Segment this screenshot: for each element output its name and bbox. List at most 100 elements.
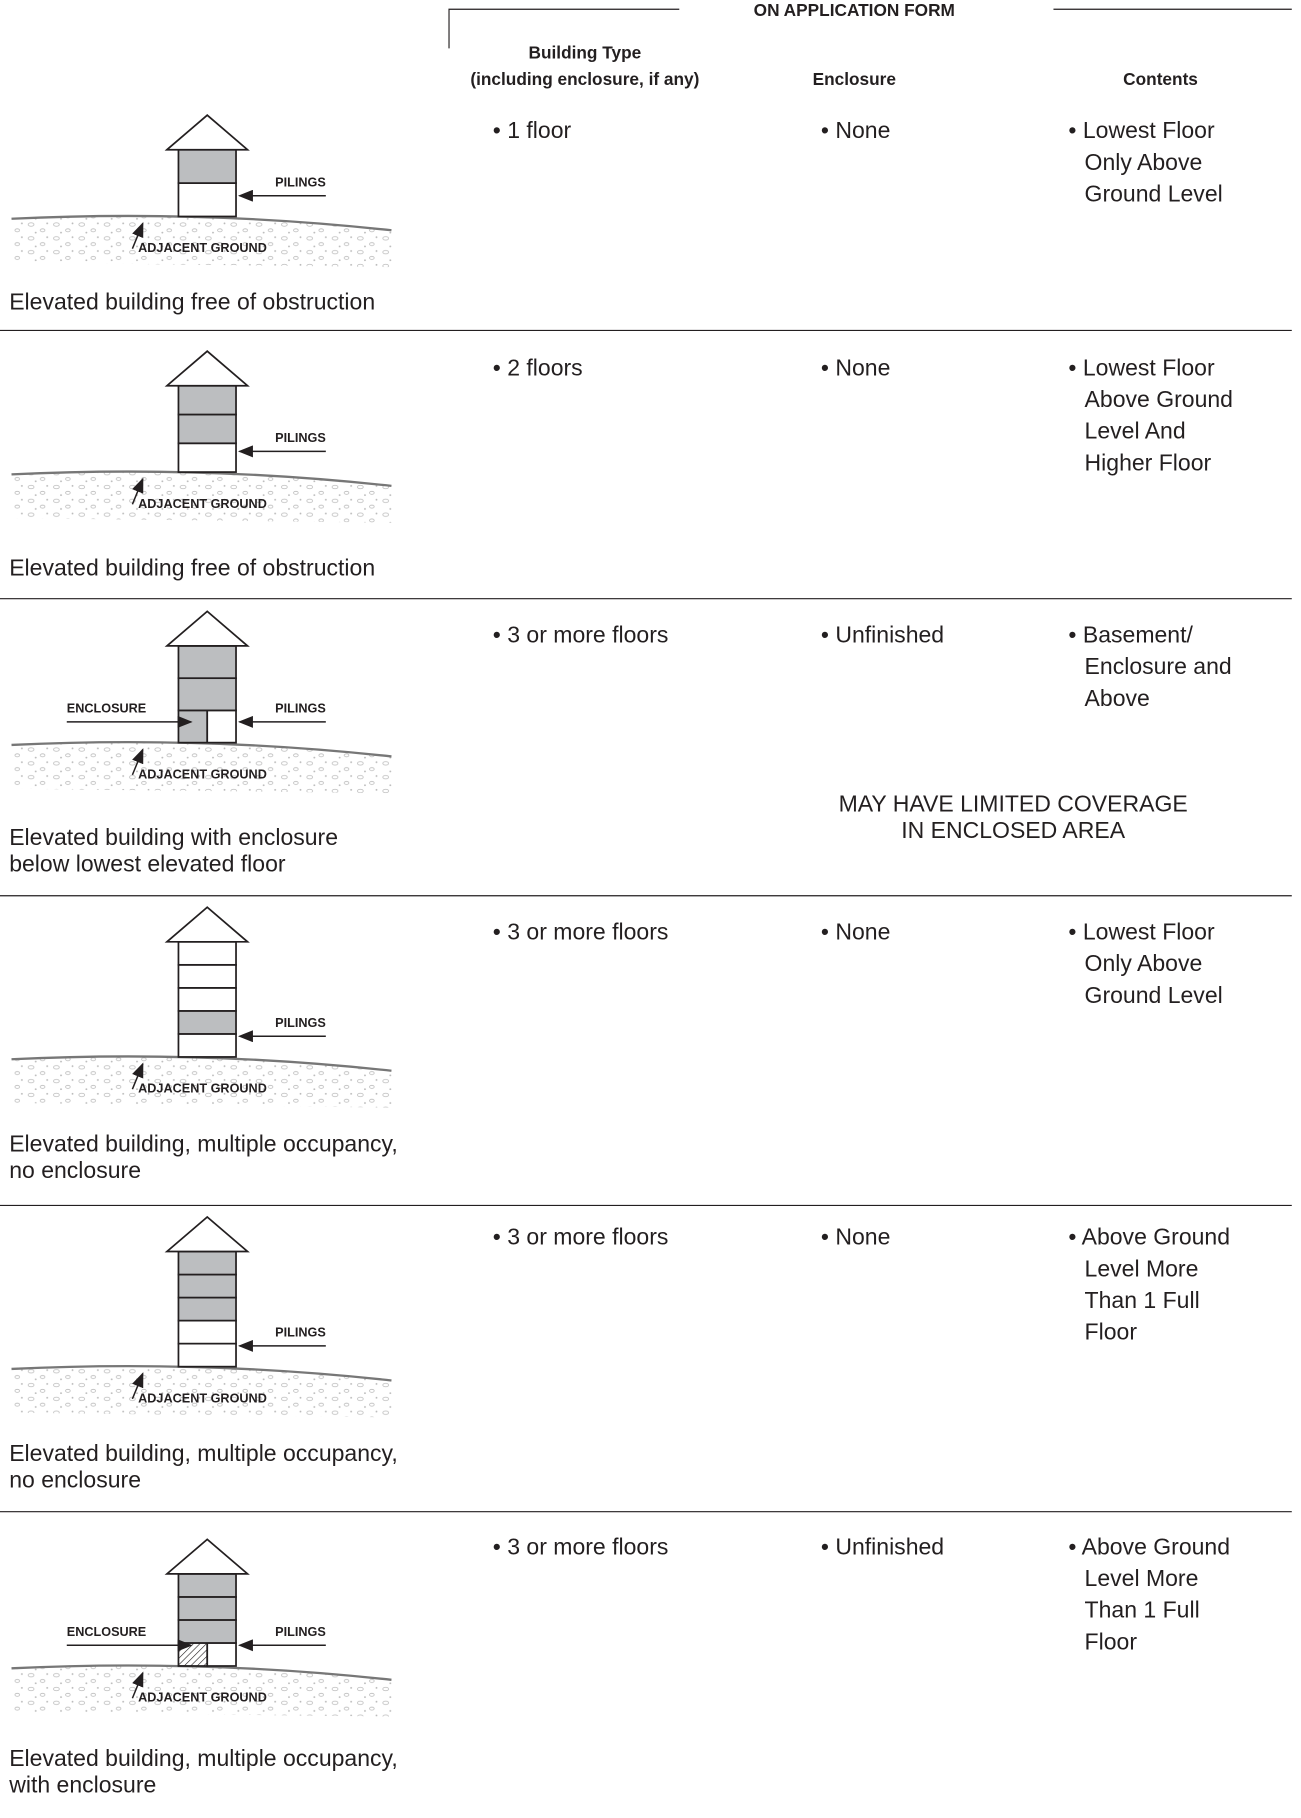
contents: Only Above xyxy=(1085,950,1203,976)
floor xyxy=(177,645,237,680)
floor xyxy=(177,182,237,218)
caption: Elevated building free of obstruction xyxy=(9,555,375,581)
enclosure-part xyxy=(177,1642,209,1667)
enclosure: • None xyxy=(821,919,890,945)
roof xyxy=(164,610,250,647)
contents: Above Ground xyxy=(1085,386,1233,412)
arrow xyxy=(131,477,144,505)
diagram-label: PILINGS xyxy=(275,1625,326,1639)
diagram-label: PILINGS xyxy=(275,176,326,190)
diagram-label: ADJACENT GROUND xyxy=(138,1082,267,1096)
column-header: Building Type xyxy=(528,43,641,63)
floor xyxy=(206,1642,237,1667)
contents: • Above Ground xyxy=(1068,1224,1230,1250)
contents: Ground Level xyxy=(1085,982,1223,1008)
floor xyxy=(177,987,237,1012)
column-header: (including enclosure, if any) xyxy=(470,69,699,89)
contents: Above xyxy=(1085,685,1150,711)
building-type: • 1 floor xyxy=(493,117,572,143)
floor xyxy=(177,1319,237,1345)
arrow xyxy=(131,748,144,776)
floor xyxy=(177,963,237,989)
floor xyxy=(177,1250,237,1276)
floor xyxy=(177,413,237,445)
diagram-label: PILINGS xyxy=(275,702,326,716)
contents: Higher Floor xyxy=(1085,449,1212,475)
caption: Elevated building, multiple occupancy, xyxy=(9,1745,398,1771)
contents: Level More xyxy=(1085,1565,1199,1591)
arrow xyxy=(131,1372,144,1400)
header-bracket xyxy=(448,8,1292,49)
caption: below lowest elevated floor xyxy=(9,851,286,877)
diagram-label: ADJACENT GROUND xyxy=(138,1691,267,1705)
contents: • Above Ground xyxy=(1068,1533,1230,1559)
contents: • Lowest Floor xyxy=(1068,117,1215,143)
roof xyxy=(164,906,250,943)
floor xyxy=(177,148,237,184)
diagram-label: ENCLOSURE xyxy=(67,1625,146,1639)
floor xyxy=(177,1010,237,1035)
enclosure: • Unfinished xyxy=(821,621,944,647)
note: IN ENCLOSED AREA xyxy=(901,817,1125,843)
caption: Elevated building, multiple occupancy, xyxy=(9,1440,398,1466)
enclosure-part xyxy=(177,709,209,744)
ground xyxy=(11,1665,392,1717)
caption: Elevated building, multiple occupancy, xyxy=(9,1130,398,1156)
caption: no enclosure xyxy=(9,1467,141,1493)
header-title: ON APPLICATION FORM xyxy=(754,0,955,20)
diagram-label: PILINGS xyxy=(275,1326,326,1340)
contents: • Lowest Floor xyxy=(1068,354,1215,380)
contents: Enclosure and xyxy=(1085,653,1232,679)
diagram-label: ADJACENT GROUND xyxy=(138,767,267,781)
floor xyxy=(177,1619,237,1644)
enclosure: • None xyxy=(821,1224,890,1250)
roof xyxy=(164,350,250,387)
contents: Only Above xyxy=(1085,149,1203,175)
floor xyxy=(177,940,237,966)
contents: Floor xyxy=(1085,1628,1138,1654)
arrow xyxy=(131,1671,144,1699)
floor xyxy=(177,1273,237,1299)
floor xyxy=(177,384,237,416)
diagram-label: PILINGS xyxy=(275,431,326,445)
note: MAY HAVE LIMITED COVERAGE xyxy=(839,791,1188,817)
building-type: • 3 or more floors xyxy=(493,919,669,945)
caption: Elevated building free of obstruction xyxy=(9,289,375,315)
diagram-label: ADJACENT GROUND xyxy=(138,1391,267,1405)
ground xyxy=(11,471,392,523)
contents: • Lowest Floor xyxy=(1068,919,1215,945)
floor xyxy=(206,709,237,744)
enclosure: • None xyxy=(821,354,890,380)
diagram-label: ENCLOSURE xyxy=(67,702,146,716)
ground xyxy=(11,215,392,268)
contents: Ground Level xyxy=(1085,181,1223,207)
diagram-label: PILINGS xyxy=(275,1016,326,1030)
floor xyxy=(177,1573,237,1598)
ground xyxy=(11,1056,392,1108)
column-header: Enclosure xyxy=(813,69,896,89)
caption: with enclosure xyxy=(8,1772,156,1798)
building-type: • 3 or more floors xyxy=(493,621,669,647)
contents: Level And xyxy=(1085,418,1186,444)
floor xyxy=(177,1342,237,1368)
contents: Floor xyxy=(1085,1319,1138,1345)
roof xyxy=(164,1538,250,1575)
enclosure: • Unfinished xyxy=(821,1533,944,1559)
floor xyxy=(177,677,237,712)
building-type: • 3 or more floors xyxy=(493,1224,669,1250)
floor xyxy=(177,1033,237,1058)
arrow xyxy=(131,221,144,249)
column-header: Contents xyxy=(1123,69,1198,89)
ground xyxy=(11,742,392,794)
floor xyxy=(177,442,237,473)
arrow xyxy=(131,1062,144,1090)
diagram-label: ADJACENT GROUND xyxy=(138,241,267,255)
floor xyxy=(177,1596,237,1621)
caption: no enclosure xyxy=(9,1157,141,1183)
building-type: • 3 or more floors xyxy=(493,1533,669,1559)
contents: • Basement/ xyxy=(1068,621,1193,647)
roof xyxy=(164,1215,250,1253)
floor xyxy=(177,1296,237,1322)
roof xyxy=(164,114,250,151)
contents: Than 1 Full xyxy=(1085,1597,1200,1623)
